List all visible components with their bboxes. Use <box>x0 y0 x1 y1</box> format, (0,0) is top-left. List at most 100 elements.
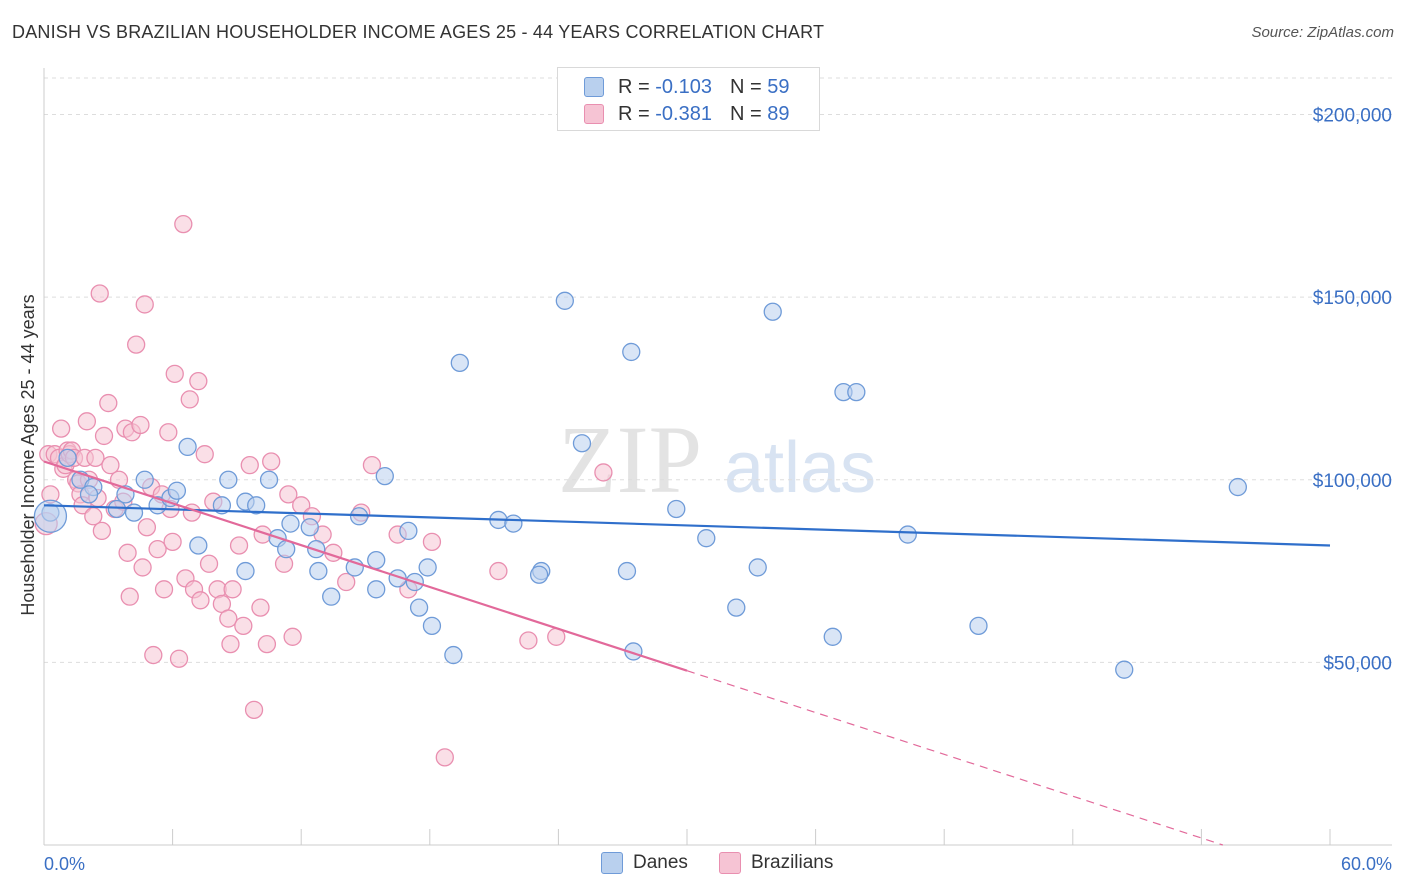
y-tick-label: $50,000 <box>1323 653 1392 674</box>
brazilians-point <box>489 561 508 581</box>
danes-point <box>667 499 686 519</box>
danes-n-value: 59 <box>767 75 790 98</box>
brazilians-point <box>234 616 253 636</box>
danes-point <box>823 627 842 646</box>
danes-point <box>167 481 187 500</box>
brazilians-point <box>120 587 139 606</box>
brazilians-point <box>77 412 97 431</box>
danes-swatch <box>584 77 604 97</box>
danes-point <box>969 616 988 636</box>
brazilians-legend-swatch <box>719 852 741 874</box>
watermark-zip: ZIP <box>558 406 702 513</box>
danes-point <box>1115 660 1134 679</box>
danes-point <box>504 514 523 533</box>
brazilians-point <box>262 452 281 471</box>
brazilians-point <box>92 521 112 541</box>
brazilians-point <box>594 463 613 482</box>
brazilians-point <box>219 609 238 628</box>
correlation-legend: R = -0.103 N = 59 R = -0.381 N = 89 <box>557 67 820 131</box>
danes-point <box>375 466 394 486</box>
brazilians-point <box>337 572 356 592</box>
danes-point <box>847 382 866 402</box>
brazilians-point <box>180 390 199 409</box>
danes-r-label: R = <box>618 75 650 98</box>
brazilians-point <box>51 419 71 438</box>
brazilians-n-label: N = <box>729 102 762 125</box>
brazilians-point <box>90 284 109 303</box>
brazilians-point <box>422 532 442 552</box>
brazilians-point <box>118 543 137 562</box>
brazilians-point <box>251 598 270 617</box>
brazilians-point <box>127 335 146 354</box>
danes-point <box>763 302 782 321</box>
brazilians-point <box>191 591 210 610</box>
danes-r-value: -0.103 <box>655 75 712 98</box>
danes-point <box>399 521 418 541</box>
brazilians-point <box>144 645 163 665</box>
brazilians-swatch <box>584 104 604 124</box>
danes-point <box>212 496 232 515</box>
danes-point <box>189 536 208 555</box>
danes-point <box>33 499 68 533</box>
brazilians-point <box>94 426 114 446</box>
brazilians-point <box>189 371 208 391</box>
brazilians-point <box>86 448 105 467</box>
y-axis-label: Householder Income Ages 25 - 44 years <box>18 294 38 615</box>
danes-point <box>367 550 386 570</box>
brazilians-point <box>148 540 167 559</box>
y-tick-label: $200,000 <box>1313 106 1392 127</box>
y-tick-label: $150,000 <box>1313 288 1392 309</box>
danes-point <box>367 580 386 599</box>
brazilians-point <box>279 485 298 504</box>
brazilians-point <box>257 634 277 654</box>
source-label: Source: ZipAtlas.com <box>1251 24 1394 41</box>
danes-point <box>107 499 127 519</box>
brazilians-point <box>131 415 150 435</box>
brazilians-point <box>163 532 182 552</box>
danes-point <box>281 514 300 533</box>
brazilians-point <box>240 456 259 475</box>
danes-point <box>409 598 429 617</box>
x-tick-label-max: 60.0% <box>1341 854 1392 874</box>
brazilians-point <box>519 631 538 650</box>
danes-point <box>450 353 469 373</box>
brazilians-trend-line <box>43 460 688 672</box>
brazilians-point <box>221 634 240 654</box>
series-legend: Danes Brazilians <box>0 850 1406 878</box>
brazilians-point <box>223 580 242 599</box>
brazilians-point <box>199 554 219 573</box>
brazilians-legend-label: Brazilians <box>751 852 834 873</box>
brazilians-trend-extension <box>686 670 1224 846</box>
legend-row-brazilians: R = -0.381 N = 89 <box>558 101 789 127</box>
danes-point <box>124 503 144 522</box>
brazilians-point <box>174 214 193 234</box>
brazilians-point <box>244 700 264 720</box>
y-tick-labels: $50,000 $100,000 $150,000 $200,000 <box>1313 106 1392 675</box>
danes-point <box>748 558 767 577</box>
danes-point <box>617 561 637 581</box>
danes-point <box>309 561 328 581</box>
legend-item-brazilians: Brazilians <box>719 852 833 874</box>
danes-point <box>236 561 255 581</box>
brazilians-point <box>169 649 189 668</box>
brazilians-point <box>135 295 154 314</box>
chart-title: DANISH VS BRAZILIAN HOUSEHOLDER INCOME A… <box>12 22 825 42</box>
legend-item-danes: Danes <box>601 852 688 874</box>
danes-point <box>79 485 99 504</box>
legend-row-danes: R = -0.103 N = 59 <box>558 74 789 100</box>
danes-point <box>219 470 238 489</box>
axes <box>43 68 1392 846</box>
trend-lines <box>43 460 1331 846</box>
brazilians-r-value: -0.381 <box>655 102 712 125</box>
danes-point <box>697 529 716 548</box>
brazilians-n-value: 89 <box>767 102 790 125</box>
brazilians-point <box>283 627 302 646</box>
danes-point <box>529 565 549 584</box>
brazilians-point <box>195 445 214 464</box>
danes-point <box>322 587 341 606</box>
danes-point <box>898 525 917 544</box>
danes-point <box>622 342 641 362</box>
brazilians-point <box>159 423 178 442</box>
watermark-atlas: atlas <box>724 428 876 508</box>
